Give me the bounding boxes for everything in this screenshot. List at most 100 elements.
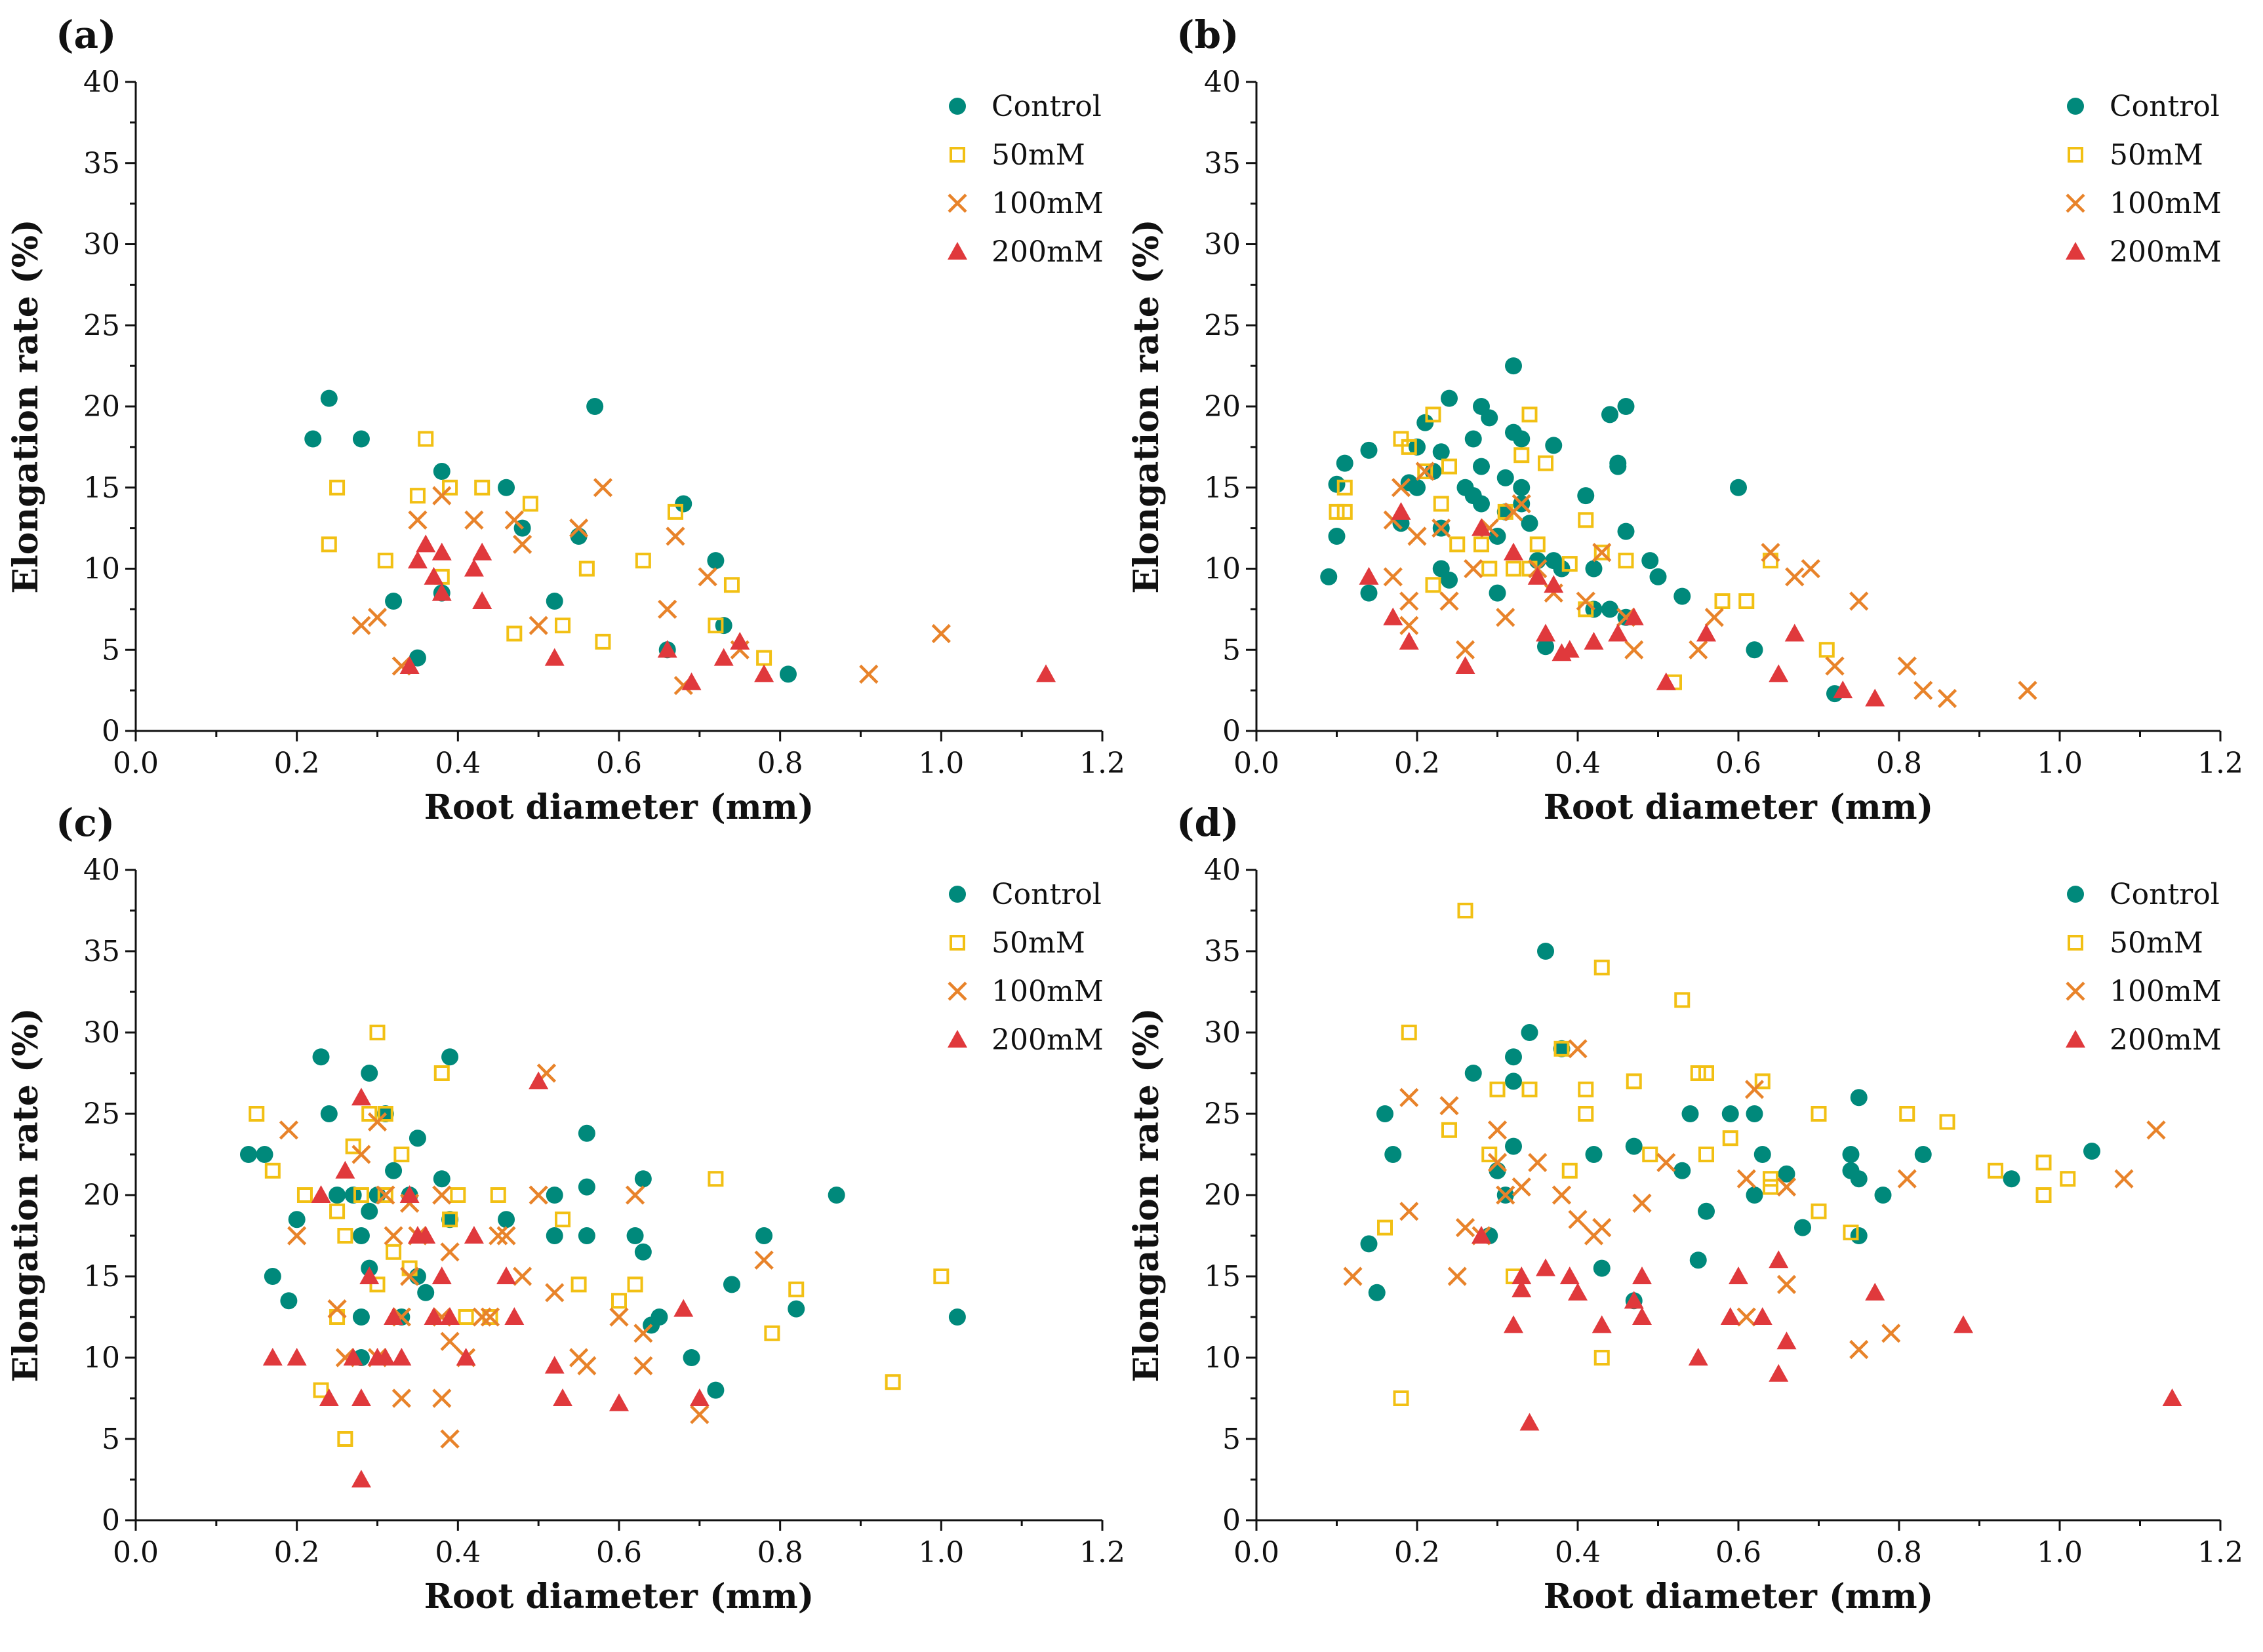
data-point-50mm — [353, 1187, 369, 1203]
data-point-50mm — [329, 1203, 346, 1219]
y-tick-label: 25 — [83, 1097, 120, 1131]
data-point-control — [1681, 1105, 1699, 1122]
data-point-200mm — [1036, 664, 1056, 682]
data-point-100mm — [569, 519, 589, 538]
y-tick-label: 35 — [83, 935, 120, 968]
data-point-50mm — [1593, 544, 1610, 560]
series-control — [1320, 357, 1843, 703]
data-point-50mm — [1988, 1162, 2003, 1179]
data-point-100mm — [633, 1356, 653, 1375]
data-point-control — [264, 1268, 281, 1285]
series-50mm — [1329, 406, 1835, 690]
x-axis-title: Root diameter (mm) — [1544, 1577, 1933, 1617]
data-point-100mm — [432, 1388, 452, 1408]
data-point-50mm — [249, 1106, 265, 1122]
data-point-100mm — [1399, 591, 1419, 611]
data-point-100mm — [2018, 680, 2037, 700]
data-point-50mm — [458, 1309, 474, 1325]
data-point-100mm — [400, 1267, 420, 1286]
data-point-50mm — [1401, 439, 1417, 455]
data-point-100mm — [1455, 640, 1475, 659]
data-point-200mm — [1833, 680, 1853, 699]
y-tick-label: 25 — [1204, 309, 1241, 342]
data-point-200mm — [375, 1348, 395, 1366]
series-200mm — [399, 534, 1056, 690]
data-point-100mm — [513, 1267, 532, 1286]
data-point-control — [409, 1130, 426, 1147]
data-point-control — [320, 1105, 338, 1122]
data-point-control — [1336, 454, 1353, 472]
y-tick-label: 40 — [83, 854, 120, 887]
data-point-200mm — [754, 664, 774, 682]
data-point-50mm — [1457, 903, 1473, 918]
data-point-control — [1850, 1170, 1868, 1188]
data-point-200mm — [287, 1348, 307, 1366]
data-point-control — [1730, 479, 1747, 496]
data-point-200mm — [464, 559, 484, 577]
data-point-50mm — [1674, 992, 1691, 1008]
legend-marker-200mm — [2066, 1030, 2085, 1048]
y-tick-label: 5 — [102, 633, 120, 667]
data-point-50mm — [313, 1382, 329, 1398]
data-point-control — [1850, 1227, 1868, 1244]
data-point-100mm — [1383, 567, 1403, 587]
data-point-control — [1521, 1024, 1538, 1041]
data-point-100mm — [1736, 1169, 1756, 1189]
y-tick-label: 10 — [1204, 553, 1241, 586]
data-point-100mm — [1632, 1193, 1652, 1213]
data-point-200mm — [1504, 1315, 1523, 1333]
y-tick-label: 15 — [83, 1260, 120, 1293]
data-point-control — [1441, 571, 1458, 589]
data-point-100mm — [1343, 1267, 1363, 1286]
data-point-50mm — [555, 1211, 571, 1228]
data-point-200mm — [472, 591, 492, 609]
data-point-200mm — [689, 1388, 710, 1406]
data-point-200mm — [1527, 566, 1548, 585]
data-point-100mm — [1576, 591, 1595, 611]
y-tick-label: 5 — [102, 1423, 120, 1456]
data-point-200mm — [399, 1185, 420, 1203]
data-point-control — [1649, 568, 1667, 585]
data-point-100mm — [690, 1405, 710, 1425]
data-point-control — [1673, 1162, 1691, 1179]
data-point-200mm — [351, 1088, 371, 1106]
x-tick-label: 1.2 — [1079, 1536, 1125, 1569]
data-point-200mm — [496, 1267, 517, 1284]
data-point-50mm — [708, 618, 724, 634]
data-point-control — [546, 593, 563, 610]
data-point-200mm — [673, 1299, 694, 1317]
data-point-control — [1914, 1146, 1932, 1163]
x-tick-label: 0.6 — [596, 747, 642, 780]
data-point-200mm — [1784, 623, 1805, 642]
data-point-control — [1513, 430, 1531, 448]
data-point-50mm — [1425, 406, 1441, 423]
data-point-100mm — [1849, 1340, 1869, 1360]
data-point-control — [788, 1300, 805, 1318]
data-point-50mm — [393, 1147, 410, 1162]
data-point-200mm — [416, 534, 436, 553]
data-point-50mm — [1553, 1040, 1570, 1057]
data-point-100mm — [1897, 656, 1917, 676]
data-point-50mm — [1441, 1122, 1457, 1138]
data-point-100mm — [376, 1185, 395, 1205]
data-point-control — [1384, 1146, 1402, 1163]
data-point-100mm — [1761, 543, 1780, 562]
data-point-control — [1360, 584, 1378, 602]
data-point-50mm — [1714, 593, 1731, 609]
data-point-control — [1617, 522, 1635, 540]
data-point-100mm — [1487, 1120, 1508, 1140]
data-point-100mm — [351, 1145, 371, 1164]
data-point-200mm — [431, 583, 452, 601]
data-point-control — [1473, 495, 1490, 513]
data-point-50mm — [578, 560, 595, 577]
data-point-50mm — [1377, 1219, 1393, 1236]
data-point-100mm — [577, 1356, 597, 1375]
x-tick-label: 0.0 — [113, 1536, 159, 1569]
data-point-control — [1473, 458, 1490, 475]
data-point-50mm — [2060, 1171, 2076, 1187]
data-point-200mm — [544, 648, 565, 666]
data-point-200mm — [681, 672, 702, 690]
data-point-50mm — [409, 488, 426, 504]
data-point-50mm — [1529, 536, 1546, 553]
data-point-50mm — [756, 650, 772, 666]
